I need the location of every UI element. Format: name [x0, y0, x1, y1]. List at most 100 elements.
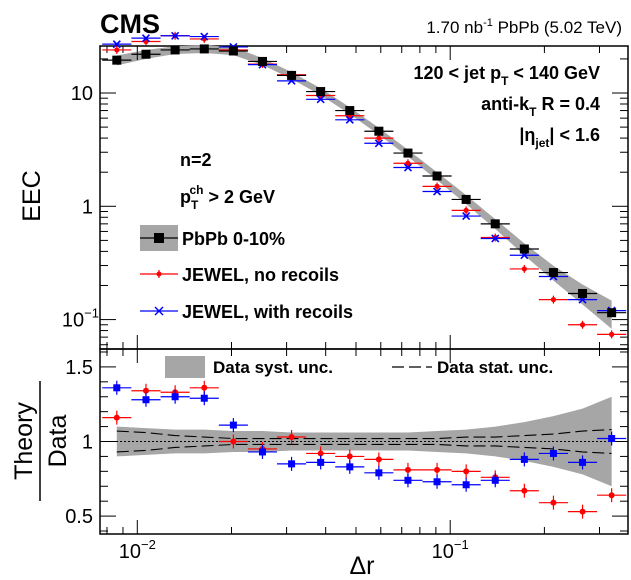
with-recoils-point: [102, 40, 132, 49]
ratio-with-recoils-point: [480, 473, 510, 488]
ratio-with-recoils-point: [218, 418, 248, 433]
top-legend: PbPb 0-10% JEWEL, no recoils JEWEL, with…: [140, 225, 353, 322]
legend-pbpb-label: PbPb 0-10%: [182, 229, 285, 249]
pbpb-data-point: [364, 126, 394, 136]
ratio-with-recoils-point: [567, 455, 598, 470]
pbpb-data-point: [422, 171, 452, 181]
ratio-with-recoils-point: [393, 473, 423, 488]
pbpb-data-point: [335, 106, 365, 116]
with-recoils-point: [480, 234, 510, 243]
legend-pbpb-marker: [154, 233, 164, 243]
pbpb-data-point: [247, 56, 278, 66]
pbpb-data-point: [306, 87, 336, 97]
ratio-no-recoils-points: [102, 380, 627, 519]
ratio-with-recoils-point: [277, 456, 307, 471]
ratio-with-recoils-point: [335, 459, 365, 474]
no-recoils-point: [102, 45, 132, 54]
ratio-with-recoils-point: [509, 452, 539, 467]
pbpb-data-point: [509, 244, 539, 254]
pbpb-data-point: [451, 194, 481, 204]
legend-entry-no-recoils: JEWEL, no recoils: [140, 265, 339, 285]
legend-with-recoils-label: JEWEL, with recoils: [182, 302, 353, 322]
ratio-no-recoils-point: [597, 488, 627, 503]
ratio-no-recoils-point: [567, 504, 598, 519]
legend-syst-label: Data syst. unc.: [213, 358, 333, 377]
ratio-with-recoils-points: [102, 380, 627, 492]
no-recoils-point: [364, 134, 394, 143]
no-recoils-point: [597, 330, 627, 339]
eta-cut-label: |ηjet| < 1.6: [519, 125, 600, 150]
ratio-no-recoils-point: [364, 452, 394, 467]
with-recoils-point: [393, 163, 423, 172]
legend-entry-with-recoils: JEWEL, with recoils: [140, 302, 353, 322]
ratio-no-recoils-point: [277, 430, 307, 445]
ratio-with-recoils-point: [131, 392, 161, 407]
x-tick-label: 10−1: [432, 537, 469, 563]
ratio-y-axis-title: Theory Data: [10, 381, 72, 501]
ratio-with-recoils-point: [189, 391, 219, 406]
ratio-with-recoils-point: [306, 455, 336, 470]
pbpb-data-point: [277, 70, 307, 80]
ratio-no-recoils-point: [451, 464, 481, 479]
pbpb-data-point: [189, 44, 219, 54]
pbpb-data-point: [597, 308, 627, 318]
ratio-axis-ticks: 1.5 1 0.5 10−2 10−1: [65, 349, 628, 563]
pbpb-data-points: [102, 44, 627, 318]
ratio-with-recoils-point: [247, 444, 278, 459]
ratio-with-recoils-point: [160, 389, 190, 404]
no-recoils-point: [451, 206, 481, 215]
ratio-y-title-denominator: Data: [44, 415, 72, 468]
pbpb-data-point: [131, 49, 161, 59]
pbpb-data-point: [102, 55, 132, 65]
pbpb-data-point: [393, 148, 423, 158]
pbpb-data-point: [160, 45, 190, 55]
no-recoils-point: [567, 320, 598, 329]
jewel-no-recoils-points: [102, 31, 627, 339]
x-axis-title: Δr: [349, 552, 374, 580]
ratio-no-recoils-point: [189, 380, 219, 395]
ratio-stat-lower: [116, 443, 612, 454]
with-recoils-point: [364, 139, 394, 148]
ratio-no-recoils-point: [218, 434, 248, 449]
n-label: n=2: [180, 150, 212, 170]
no-recoils-point: [393, 159, 423, 168]
ratio-with-recoils-point: [538, 446, 568, 461]
with-recoils-point: [189, 32, 219, 41]
ratio-no-recoils-point: [538, 495, 568, 510]
y-tick-label: 1: [82, 196, 93, 218]
ratio-legend: Data syst. unc. Data stat. unc.: [165, 356, 553, 378]
with-recoils-point: [160, 31, 190, 40]
no-recoils-point: [509, 264, 539, 273]
ratio-with-recoils-point: [422, 474, 452, 489]
ratio-panel: 1.5 1 0.5 10−2 10−1 Data syst. unc. Data sta…: [10, 348, 629, 580]
with-recoils-point: [335, 115, 365, 124]
jet-algorithm-label: anti-kT R = 0.4: [481, 94, 600, 119]
ratio-y-tick-label: 1.5: [65, 357, 93, 379]
top-axis-ticks: 10 1 10−1: [62, 46, 628, 349]
legend-syst-swatch: [165, 356, 205, 378]
ratio-y-tick-label: 0.5: [65, 506, 93, 528]
y-axis-title-eec: EEC: [18, 170, 46, 221]
with-recoils-point: [451, 211, 481, 221]
pbpb-data-point: [567, 288, 598, 298]
legend-no-recoils-label: JEWEL, no recoils: [182, 265, 339, 285]
ratio-y-title-numerator: Theory: [10, 402, 38, 480]
experiment-label: CMS: [100, 9, 160, 39]
lumi-label: 1.70 nb-1 PbPb (5.02 TeV): [426, 17, 622, 37]
x-tick-label: 10−2: [119, 537, 156, 563]
ratio-no-recoils-point: [102, 410, 132, 425]
pbpb-data-point: [538, 268, 568, 278]
y-tick-label: 10: [71, 83, 93, 105]
ratio-with-recoils-point: [364, 465, 394, 480]
no-recoils-point: [538, 295, 568, 304]
ratio-y-tick-label: 1: [82, 432, 93, 454]
y-tick-label: 10−1: [62, 306, 99, 332]
no-recoils-point: [422, 182, 452, 191]
with-recoils-point: [422, 187, 452, 196]
ratio-with-recoils-point: [597, 431, 627, 446]
legend-stat-label: Data stat. unc.: [437, 358, 553, 377]
legend-with-recoils-cross-b: [154, 306, 164, 316]
ratio-with-recoils-point: [102, 380, 132, 395]
ratio-no-recoils-point: [422, 462, 452, 477]
ratio-stat-upper: [116, 429, 612, 440]
